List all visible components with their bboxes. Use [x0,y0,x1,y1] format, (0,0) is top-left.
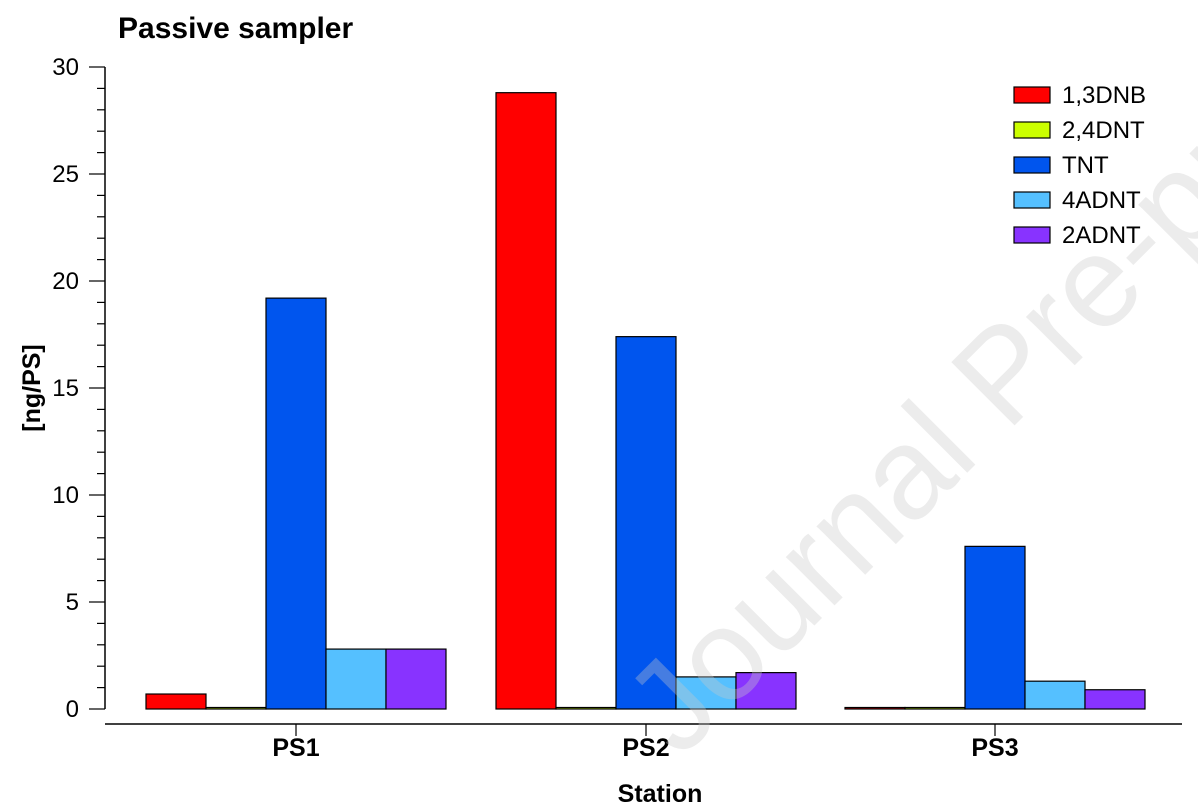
x-tick-label: PS3 [971,734,1018,762]
y-tick-label: 5 [66,589,79,616]
bar-24DNT-PS2 [556,708,616,710]
y-axis-title: [ng/PS] [18,344,46,432]
x-axis-title: Station [618,780,703,808]
bar-TNT-PS3 [965,546,1025,709]
bar-4ADNT-PS1 [326,649,386,709]
x-tick-label: PS1 [272,734,319,762]
legend-swatch [1014,122,1050,138]
bar-24DNT-PS1 [206,708,266,710]
y-tick-label: 10 [52,482,79,509]
bar-2ADNT-PS1 [386,649,446,709]
y-tick-label: 30 [52,54,79,81]
bar-13DNB-PS1 [146,694,206,709]
legend-swatch [1014,87,1050,103]
legend-label: 1,3DNB [1062,82,1146,109]
y-tick-label: 15 [52,375,79,402]
x-axis: PS1 PS2 PS3 [105,724,1182,762]
legend-swatch [1014,192,1050,208]
chart-title: Passive sampler [118,12,353,45]
bar-24DNT-PS3 [905,708,965,710]
bar-TNT-PS1 [266,298,326,709]
legend-swatch [1014,157,1050,173]
y-tick-label: 20 [52,268,79,295]
bar-2ADNT-PS3 [1085,690,1145,709]
bar-13DNB-PS3 [845,708,905,710]
y-tick-label: 0 [66,696,79,723]
y-axis: 0 5 10 15 20 25 30 [52,54,105,723]
y-tick-label: 25 [52,161,79,188]
bar-13DNB-PS2 [496,93,556,709]
bar-4ADNT-PS3 [1025,681,1085,709]
